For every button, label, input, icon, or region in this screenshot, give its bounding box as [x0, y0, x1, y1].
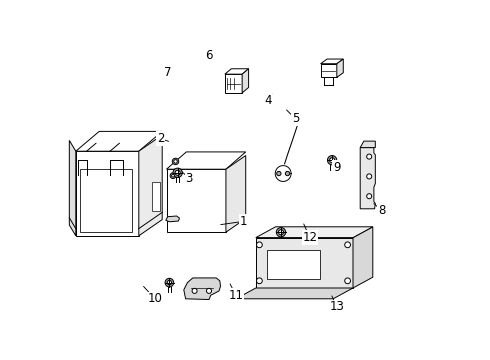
Text: 10: 10 — [147, 292, 163, 305]
Circle shape — [170, 173, 176, 179]
Bar — [167, 169, 226, 232]
Circle shape — [327, 156, 337, 165]
Text: 3: 3 — [186, 172, 193, 185]
Text: 13: 13 — [329, 300, 344, 313]
Bar — [267, 250, 320, 279]
Text: 8: 8 — [378, 204, 386, 217]
Bar — [152, 181, 160, 211]
Circle shape — [278, 230, 284, 235]
Circle shape — [165, 278, 174, 287]
Circle shape — [172, 174, 174, 177]
Bar — [320, 64, 337, 77]
Polygon shape — [242, 69, 248, 93]
Bar — [76, 151, 139, 236]
Polygon shape — [320, 59, 343, 64]
Text: 5: 5 — [292, 112, 299, 125]
Text: 1: 1 — [240, 215, 247, 228]
Polygon shape — [166, 216, 179, 222]
Circle shape — [172, 158, 179, 165]
Text: 12: 12 — [302, 231, 318, 244]
Circle shape — [257, 242, 262, 248]
Text: 4: 4 — [265, 94, 272, 107]
Circle shape — [192, 288, 197, 293]
Polygon shape — [167, 152, 245, 169]
Polygon shape — [337, 59, 343, 77]
Circle shape — [276, 228, 286, 237]
Circle shape — [367, 194, 372, 199]
Circle shape — [277, 171, 281, 176]
Circle shape — [367, 154, 372, 159]
Circle shape — [206, 288, 212, 293]
Circle shape — [173, 168, 182, 177]
Polygon shape — [184, 278, 220, 300]
Polygon shape — [360, 148, 375, 209]
Polygon shape — [139, 135, 162, 236]
Circle shape — [174, 159, 177, 163]
Circle shape — [330, 158, 335, 163]
Circle shape — [175, 170, 180, 175]
Polygon shape — [360, 141, 375, 148]
Text: 2: 2 — [157, 132, 164, 145]
Text: 7: 7 — [164, 66, 171, 78]
Text: 9: 9 — [333, 161, 341, 174]
Circle shape — [345, 242, 350, 248]
Polygon shape — [226, 156, 245, 232]
Polygon shape — [256, 227, 373, 238]
Text: 6: 6 — [205, 49, 213, 62]
Circle shape — [167, 280, 171, 285]
Circle shape — [285, 171, 290, 176]
Text: 11: 11 — [228, 289, 244, 302]
Bar — [80, 169, 132, 232]
Polygon shape — [69, 140, 76, 236]
Bar — [225, 74, 242, 93]
Bar — [256, 238, 353, 288]
Circle shape — [257, 278, 262, 284]
Circle shape — [367, 174, 372, 179]
Polygon shape — [353, 227, 373, 288]
Polygon shape — [225, 69, 248, 74]
Polygon shape — [236, 288, 353, 299]
Circle shape — [345, 278, 350, 284]
Polygon shape — [76, 131, 162, 151]
